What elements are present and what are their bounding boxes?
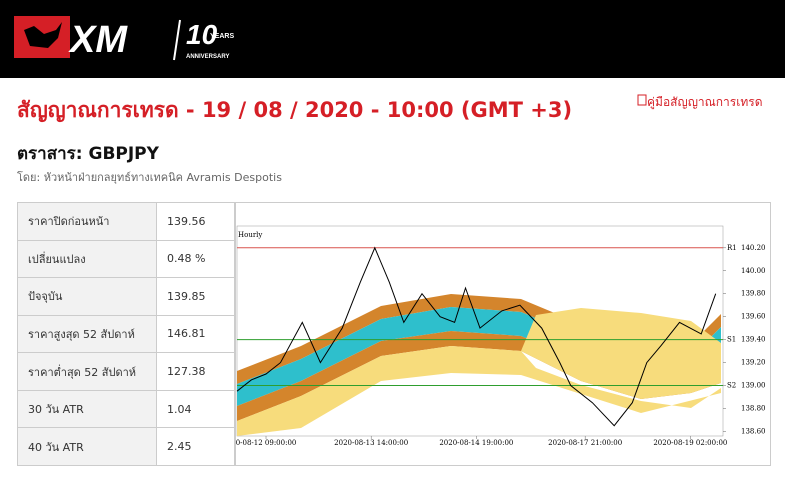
pdf-icon bbox=[637, 94, 647, 106]
y-tick-label: 140.00 bbox=[741, 267, 766, 275]
logo-text: XM bbox=[68, 19, 128, 61]
row-value: 139.56 bbox=[156, 202, 235, 241]
logo-number: 10 bbox=[186, 19, 218, 50]
logo-bull bbox=[24, 22, 62, 48]
table-row: ราคาต่ำสุด 52 สัปดาห์ 127.38 bbox=[17, 352, 235, 391]
level-label: S1 bbox=[727, 336, 736, 344]
row-value: 146.81 bbox=[156, 314, 235, 354]
chart: Hourly 140.20 140.00 139.80 139.60 139.40 139… bbox=[235, 202, 771, 466]
x-tick-label: 0-08-12 09:00:00 bbox=[236, 439, 297, 447]
y-tick-label: 139.80 bbox=[741, 290, 766, 298]
y-tick-label: 138.80 bbox=[741, 404, 766, 412]
x-tick-label: 2020-08-14 19:00:00 bbox=[439, 439, 513, 447]
band-orange-upper bbox=[237, 294, 721, 384]
row-value: 139.85 bbox=[156, 277, 235, 316]
table-row: ปัจจุบัน 139.85 bbox=[17, 277, 235, 316]
row-label: ปัจจุบัน bbox=[17, 277, 157, 316]
band-orange-lower bbox=[237, 331, 721, 421]
row-label: ราคาต่ำสุด 52 สัปดาห์ bbox=[17, 352, 157, 391]
guide-text[interactable]: คู่มือสัญญาณการเทรด bbox=[647, 95, 763, 109]
table-row: ราคาสูงสุด 52 สัปดาห์ 146.81 bbox=[17, 314, 235, 354]
y-tick-label: 139.40 bbox=[741, 336, 766, 344]
table-row: 30 วัน ATR 1.04 bbox=[17, 389, 235, 429]
logo[interactable]: XM 10 YEARS ANNIVERSARY bbox=[0, 0, 260, 78]
header: XM 10 YEARS ANNIVERSARY bbox=[0, 0, 785, 78]
stats-table: ราคาปิดก่อนหน้า 139.56 เปลี่ยนแปลง 0.48 % ปั… bbox=[17, 202, 235, 466]
row-value: 127.38 bbox=[156, 352, 235, 391]
y-tick-label: 139.20 bbox=[741, 359, 766, 367]
y-tick-label: 139.60 bbox=[741, 313, 766, 321]
row-label: 40 วัน ATR bbox=[17, 427, 157, 466]
x-tick-label: 2020-08-13 14:00:00 bbox=[334, 439, 408, 447]
row-label: ราคาปิดก่อนหน้า bbox=[17, 202, 157, 241]
author: โดย: หัวหน้าฝ่ายกลยุทธ์ทางเทคนิค Avramis… bbox=[17, 171, 282, 184]
row-value: 0.48 % bbox=[156, 239, 235, 279]
row-label: ราคาสูงสุด 52 สัปดาห์ bbox=[17, 314, 157, 354]
row-value: 2.45 bbox=[156, 427, 235, 466]
level-label: S2 bbox=[727, 382, 736, 390]
row-label: เปลี่ยนแปลง bbox=[17, 239, 157, 279]
row-label: 30 วัน ATR bbox=[17, 389, 157, 429]
page-title: สัญญาณการเทรด - 19 / 08 / 2020 - 10:00 (… bbox=[17, 98, 573, 122]
table-row: เปลี่ยนแปลง 0.48 % bbox=[17, 239, 235, 279]
price-line bbox=[236, 246, 717, 427]
table-row: ราคาปิดก่อนหน้า 139.56 bbox=[17, 202, 235, 241]
y-tick-label: 140.20 bbox=[741, 244, 766, 252]
logo-divider bbox=[173, 19, 181, 61]
band-cyan bbox=[237, 307, 721, 406]
logo-anniversary: ANNIVERSARY bbox=[186, 54, 229, 60]
logo-years: YEARS bbox=[210, 33, 234, 40]
x-tick-label: 2020-08-19 02:00:00 bbox=[653, 439, 727, 447]
row-value: 1.04 bbox=[156, 389, 235, 429]
table-row: 40 วัน ATR 2.45 bbox=[17, 427, 235, 466]
level-label: R1 bbox=[727, 244, 737, 252]
instrument: ตราสาร: GBPJPY bbox=[17, 144, 159, 164]
y-tick-label: 138.60 bbox=[741, 427, 766, 435]
x-tick-label: 2020-08-17 21:00:00 bbox=[548, 439, 622, 447]
chart-title: Hourly bbox=[238, 231, 262, 239]
guide-link[interactable]: คู่มือสัญญาณการเทรด bbox=[637, 93, 763, 112]
y-tick-label: 139.00 bbox=[741, 382, 766, 390]
